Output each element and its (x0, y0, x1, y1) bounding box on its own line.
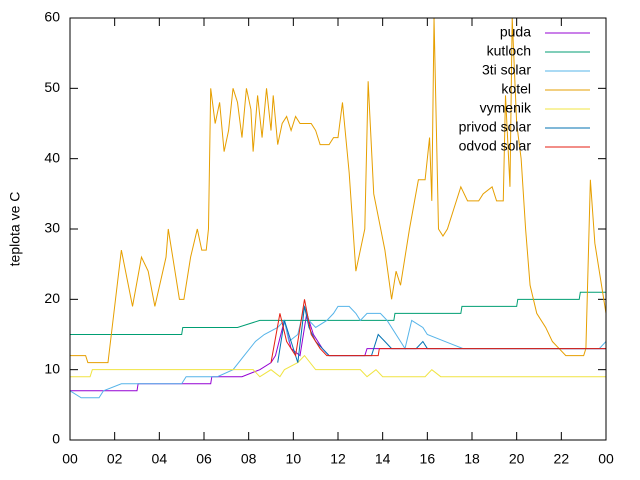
legend-label: kutloch (487, 43, 531, 59)
legend-label: 3ti solar (482, 62, 531, 78)
series-line (277, 306, 606, 363)
y-tick-label: 0 (52, 431, 60, 447)
x-tick-label: 10 (286, 451, 302, 467)
y-tick-label: 50 (44, 79, 60, 95)
legend-label: privod solar (459, 119, 532, 135)
series-line (70, 313, 606, 392)
series-line (70, 354, 606, 378)
x-tick-label: 22 (554, 451, 570, 467)
y-tick-label: 10 (44, 360, 60, 376)
x-tick-label: 04 (152, 451, 168, 467)
series-line (70, 18, 606, 364)
legend-label: kotel (501, 81, 531, 97)
series-line (70, 291, 606, 335)
x-tick-label: 00 (62, 451, 78, 467)
y-axis-label: teplota ve C (7, 192, 23, 267)
x-tick-label: 16 (420, 451, 436, 467)
x-tick-label: 12 (330, 451, 346, 467)
x-tick-label: 02 (107, 451, 123, 467)
x-tick-label: 00 (598, 451, 614, 467)
x-tick-label: 08 (241, 451, 257, 467)
x-tick-label: 14 (375, 451, 391, 467)
y-tick-label: 20 (44, 290, 60, 306)
x-tick-label: 20 (509, 451, 525, 467)
series-line (70, 304, 606, 399)
x-tick-label: 18 (464, 451, 480, 467)
plot-border (69, 17, 607, 441)
y-tick-label: 40 (44, 149, 60, 165)
y-tick-label: 30 (44, 220, 60, 236)
legend-label: odvod solar (459, 138, 532, 154)
legend-label: puda (500, 24, 531, 40)
x-tick-label: 06 (196, 451, 212, 467)
y-tick-label: 60 (44, 9, 60, 25)
legend-label: vymenik (480, 100, 532, 116)
series-line (270, 299, 606, 363)
